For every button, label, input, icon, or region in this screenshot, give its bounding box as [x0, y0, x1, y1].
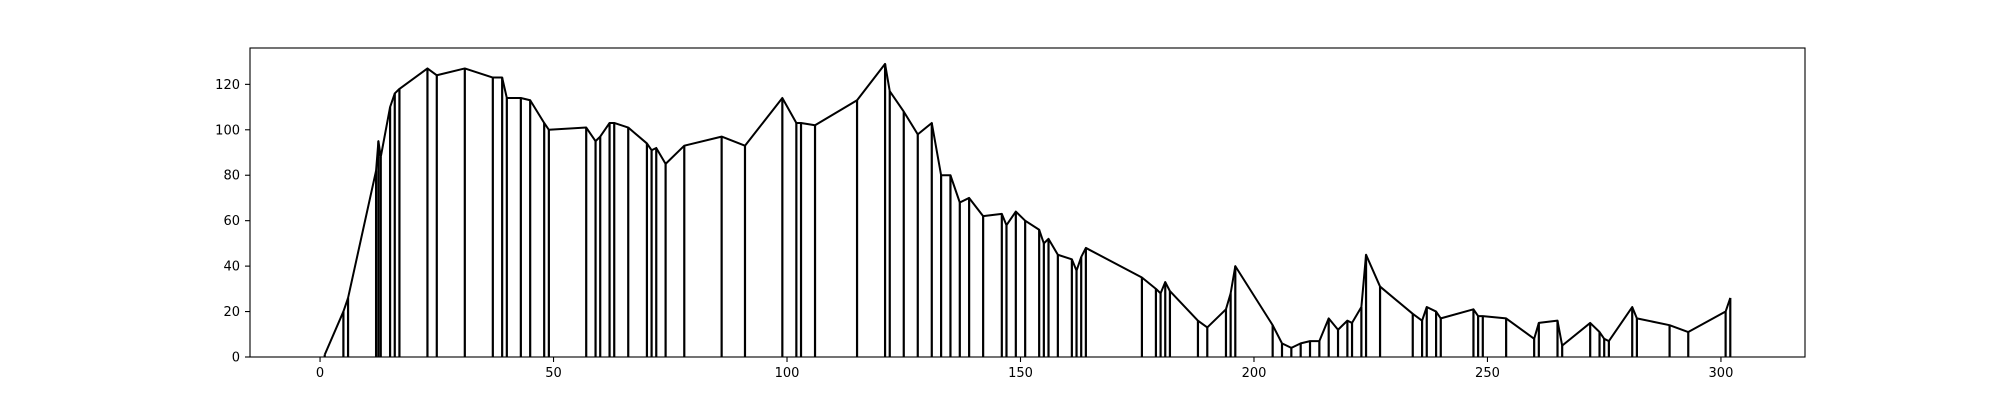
y-tick-label: 60: [223, 214, 240, 229]
y-tick-label: 40: [223, 260, 240, 275]
x-tick-label: 300: [1709, 366, 1734, 381]
y-tick-label: 120: [215, 78, 240, 93]
y-tick-label: 0: [232, 351, 240, 366]
y-tick-label: 80: [223, 169, 240, 184]
x-tick-label: 100: [775, 366, 800, 381]
plot-layer: [323, 62, 1732, 357]
series-line: [323, 62, 1732, 356]
y-tick-label: 20: [223, 305, 240, 320]
axes-layer: 0 50 100 150 200 250 300 0 20 40 60 80 100 120: [215, 47, 1806, 381]
y-tick-label: 100: [215, 123, 240, 138]
axes-frame: [249, 47, 1806, 358]
x-tick-label: 250: [1475, 366, 1500, 381]
x-tick-label: 200: [1242, 366, 1267, 381]
x-tick-label: 150: [1008, 366, 1033, 381]
x-tick-label: 0: [316, 366, 324, 381]
x-tick-label: 50: [545, 366, 562, 381]
